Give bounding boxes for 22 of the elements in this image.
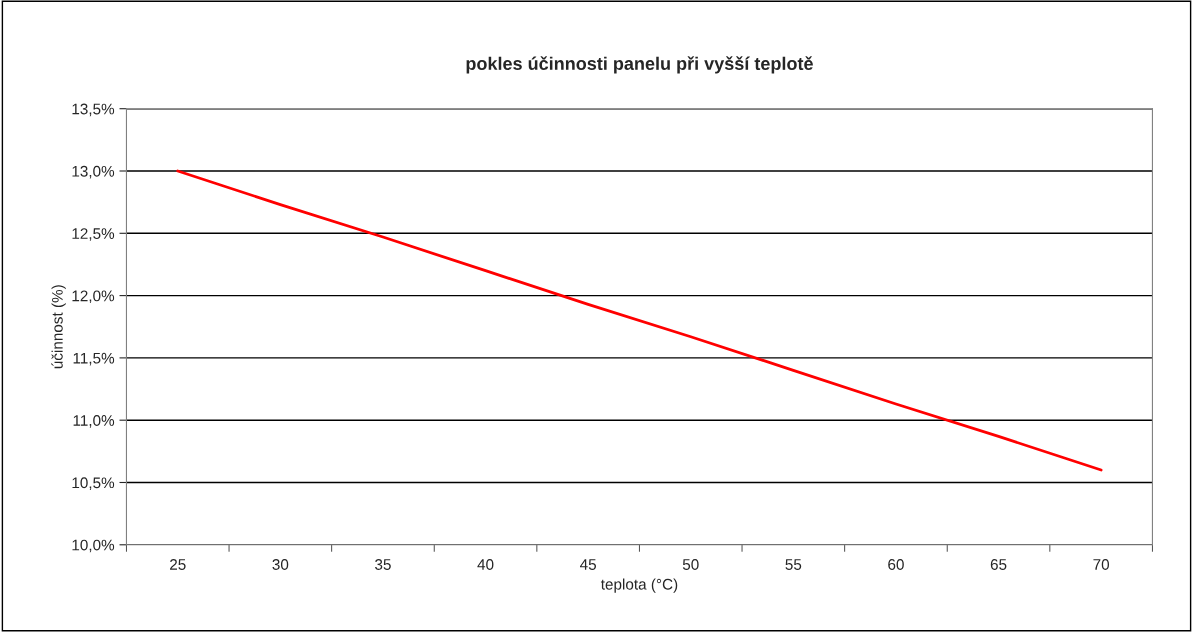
y-tick-label: 13,5% (72, 103, 115, 117)
y-tick-label: 12,0% (72, 290, 115, 304)
x-tick-label: 60 (888, 559, 904, 570)
x-tick-label: 65 (990, 559, 1007, 570)
y-tick-label: 10,0% (72, 539, 115, 553)
x-tick-label: 35 (375, 559, 391, 570)
x-tick-label: 40 (477, 559, 494, 570)
x-tick-label: 25 (170, 559, 186, 570)
y-tick-label: 11,5% (73, 352, 115, 366)
x-axis-title: teplota (°C) (600, 578, 678, 593)
x-tick-label: 50 (682, 559, 699, 570)
x-tick-label: 70 (1093, 559, 1110, 570)
line-series (176, 169, 1103, 472)
y-tick-label: 12,5% (72, 228, 115, 241)
y-tick-label: 11,0% (73, 415, 115, 428)
y-tick-label: 13,0% (72, 165, 115, 179)
y-axis-title: účinnost (%) (51, 285, 66, 369)
y-tick-label: 10,5% (72, 477, 115, 490)
x-tick-label: 45 (580, 559, 597, 570)
x-tick-label: 30 (272, 559, 289, 570)
x-tick-label: 55 (785, 559, 802, 570)
chart-title: pokles účinnosti panelu při vyšší teplotě (466, 56, 813, 74)
